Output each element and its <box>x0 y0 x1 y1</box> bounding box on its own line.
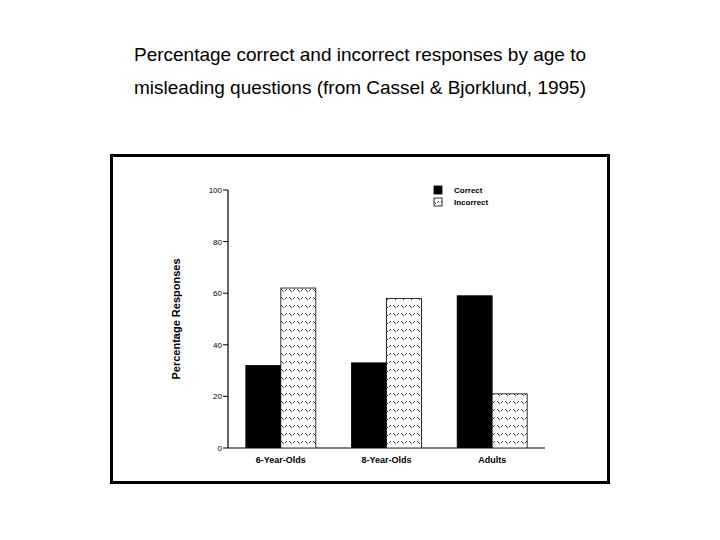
y-tick <box>223 448 228 449</box>
y-tick <box>223 190 228 191</box>
y-tick <box>223 241 228 242</box>
y-axis <box>227 190 228 448</box>
x-tick-label: 6-Year-Olds <box>256 455 306 465</box>
legend-swatch <box>434 186 442 194</box>
y-tick-label: 0 <box>218 444 223 453</box>
y-tick <box>223 396 228 397</box>
y-tick-label: 20 <box>213 392 222 401</box>
bar <box>387 298 422 448</box>
x-tick-label: 8-Year-Olds <box>361 455 411 465</box>
bar <box>457 296 492 448</box>
bar <box>281 288 316 448</box>
bars <box>246 288 527 448</box>
legend-swatch <box>434 198 442 206</box>
y-tick <box>223 293 228 294</box>
chart: 0 20 40 60 80 100 Percentage Responses 6-Year-O… <box>0 0 720 540</box>
title: Percentage correct and incorrect respons… <box>90 38 630 104</box>
y-tick-label: 60 <box>213 289 222 298</box>
y-tick-label: 100 <box>209 186 223 195</box>
y-axis-label: Percentage Responses <box>170 258 182 379</box>
bar <box>246 365 281 448</box>
legend-label: Correct <box>454 186 483 195</box>
bar <box>352 363 387 448</box>
legend-label: Incorrect <box>454 198 489 207</box>
bar <box>492 394 527 448</box>
x-tick-label: Adults <box>478 455 506 465</box>
y-tick-label: 40 <box>213 341 222 350</box>
y-tick <box>223 344 228 345</box>
y-tick-label: 80 <box>213 238 222 247</box>
